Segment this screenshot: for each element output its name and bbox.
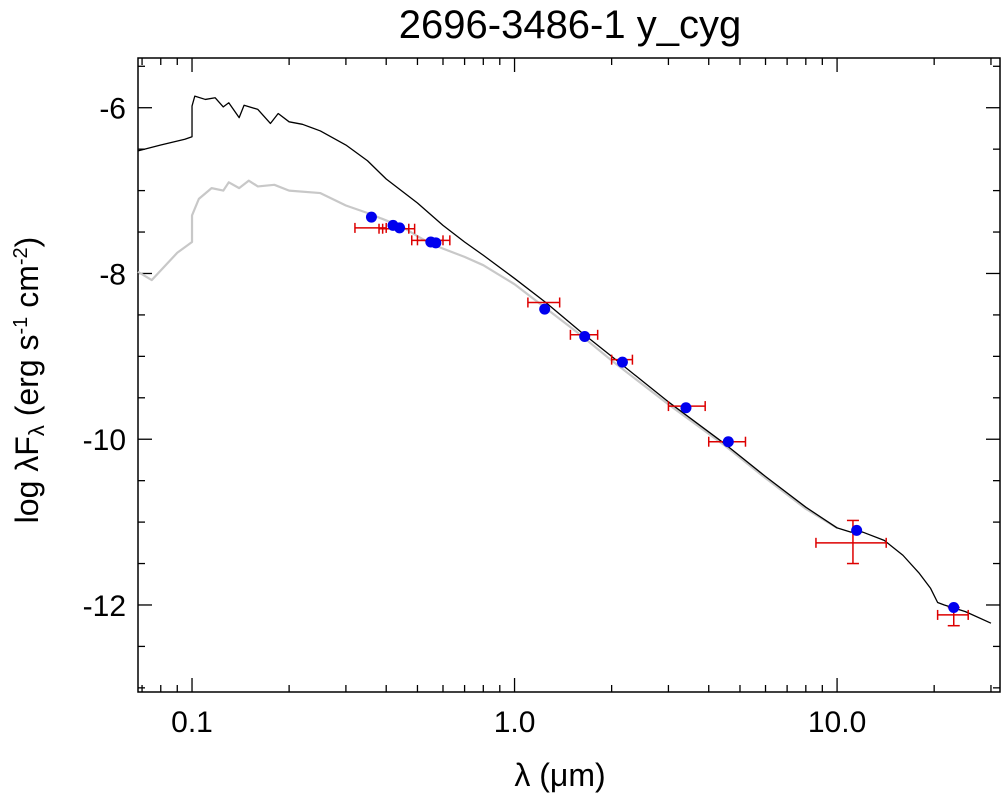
y-axis-label-sub: λ xyxy=(24,425,49,436)
photometry-point xyxy=(948,601,960,613)
photometry-point xyxy=(722,436,734,448)
photometry-points xyxy=(365,211,960,613)
y-tick-label: -8 xyxy=(99,258,126,291)
photometry-point xyxy=(616,356,628,368)
error-bars xyxy=(354,222,969,627)
y-axis-label-units-2: cm xyxy=(9,265,45,317)
y-axis-label-sup-1: -1 xyxy=(10,317,32,335)
x-tick-label: 1.0 xyxy=(494,706,536,739)
y-axis-label: log λFλ (erg s-1 cm-2) xyxy=(9,237,49,524)
model-line-intrinsic xyxy=(137,95,992,624)
y-tick-label: -10 xyxy=(83,424,126,457)
x-axis-ticks: 0.1 1.0 10.0 xyxy=(141,58,992,739)
photometry-point xyxy=(365,211,377,223)
y-tick-label: -12 xyxy=(83,590,126,623)
y-axis-label-main: log λF xyxy=(9,436,45,523)
y-axis-label-units-1: (erg s xyxy=(9,334,45,425)
photometry-point xyxy=(539,303,551,315)
y-tick-label: -6 xyxy=(99,93,126,126)
x-tick-label: 0.1 xyxy=(171,706,213,739)
model-line-reddened xyxy=(137,179,838,529)
x-tick-label: 10.0 xyxy=(808,706,866,739)
photometry-point xyxy=(851,524,863,536)
photometry-point xyxy=(430,237,442,249)
photometry-point xyxy=(680,402,692,414)
plot-frame xyxy=(137,57,1001,693)
photometry-point xyxy=(579,330,591,342)
y-axis-label-sup-2: -2 xyxy=(10,247,32,265)
y-axis-ticks: -6 -8 -10 -12 xyxy=(83,65,1000,689)
photometry-point xyxy=(394,222,406,234)
model-spectra xyxy=(137,95,992,624)
chart-title: 2696-3486-1 y_cyg xyxy=(399,3,741,47)
y-axis-label-units-3: ) xyxy=(9,237,45,248)
x-axis-label: λ (μm) xyxy=(514,757,605,793)
